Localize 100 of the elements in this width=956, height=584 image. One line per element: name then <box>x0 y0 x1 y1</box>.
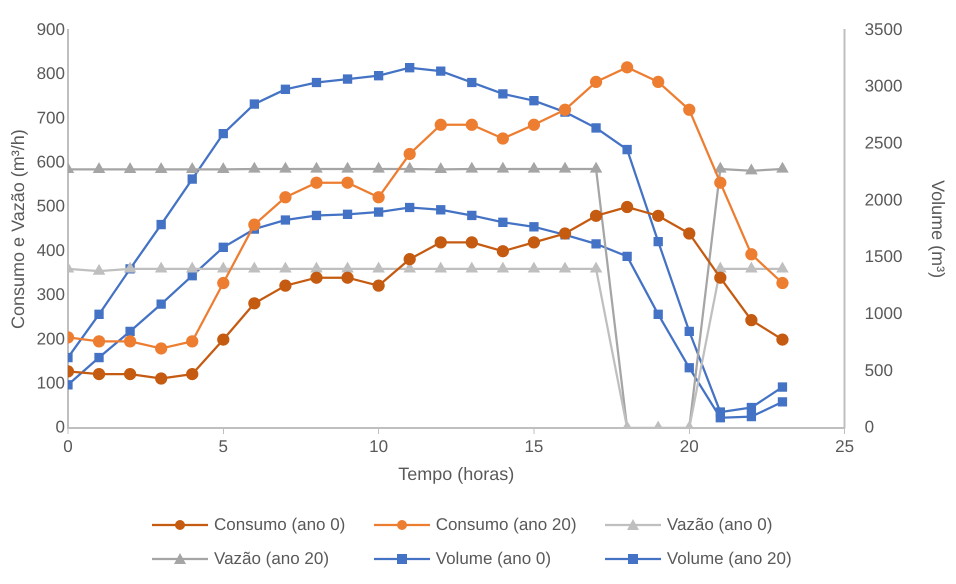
point <box>186 335 198 348</box>
point <box>467 78 476 88</box>
point <box>186 368 198 380</box>
legend-label: Consumo (ano 0) <box>214 515 346 535</box>
point <box>218 128 228 138</box>
point <box>622 252 632 262</box>
point <box>560 162 570 173</box>
point <box>435 262 446 273</box>
y2-tick-label: 3500 <box>864 20 902 39</box>
point <box>528 118 540 131</box>
point <box>218 242 228 252</box>
legend-label: Vazão (ano 0) <box>666 515 772 535</box>
point <box>466 162 478 173</box>
point <box>591 123 601 133</box>
y-tick-label: 500 <box>36 196 65 216</box>
point <box>435 163 446 174</box>
point <box>342 162 353 173</box>
point <box>776 333 789 346</box>
point <box>776 262 788 273</box>
point <box>558 227 572 240</box>
point <box>745 314 758 326</box>
point <box>92 335 106 348</box>
y2-tick-label: 1500 <box>864 247 902 266</box>
y2-tick-label: 3000 <box>864 76 902 96</box>
point <box>373 162 384 173</box>
y-tick-label: 300 <box>36 285 65 304</box>
point <box>714 162 726 173</box>
point <box>217 333 230 346</box>
y-tick-label: 900 <box>36 20 65 39</box>
point <box>776 162 788 173</box>
point <box>776 276 789 290</box>
point <box>372 191 385 204</box>
point <box>778 382 788 392</box>
y-tick-label: 700 <box>36 108 65 128</box>
point <box>279 191 292 204</box>
legend-label: Consumo (ano 20) <box>436 515 577 535</box>
point <box>372 280 385 292</box>
point <box>778 397 788 407</box>
y2-axis-title: Volume (m³) <box>928 180 948 278</box>
y2-tick-label: 1000 <box>864 304 902 324</box>
point <box>94 352 104 362</box>
point <box>374 207 384 217</box>
point <box>341 176 354 189</box>
y-axis-title: Consumo e Vazão (m³/h) <box>8 129 28 329</box>
point <box>529 96 539 106</box>
point <box>156 163 167 174</box>
point <box>124 163 136 174</box>
point <box>248 162 260 173</box>
point <box>280 84 290 94</box>
point <box>124 335 136 348</box>
point <box>218 262 229 273</box>
point <box>714 176 726 189</box>
point <box>683 227 696 240</box>
point <box>404 148 416 160</box>
point <box>155 342 168 355</box>
point <box>497 162 508 173</box>
point <box>466 118 478 131</box>
point <box>652 210 664 222</box>
point <box>621 200 634 214</box>
point <box>654 310 663 320</box>
point <box>590 210 602 222</box>
point <box>125 326 135 336</box>
point <box>279 280 292 292</box>
point <box>683 104 696 116</box>
point <box>405 202 414 212</box>
point <box>342 210 352 219</box>
point <box>310 272 323 284</box>
point <box>156 220 166 230</box>
point <box>498 218 508 227</box>
point <box>498 89 508 99</box>
point <box>405 63 414 72</box>
point <box>312 78 322 88</box>
point <box>746 164 757 174</box>
point <box>94 264 104 275</box>
point <box>466 236 478 248</box>
point <box>156 262 167 273</box>
point <box>560 262 570 273</box>
point <box>188 174 197 184</box>
point <box>248 297 260 310</box>
point <box>684 326 694 336</box>
point <box>714 262 726 273</box>
point <box>436 205 446 214</box>
x-tick-label: 5 <box>218 436 228 456</box>
point <box>746 262 757 273</box>
point <box>746 412 756 422</box>
point <box>94 310 104 320</box>
point <box>310 176 323 189</box>
point <box>342 262 353 273</box>
point <box>558 104 572 116</box>
point <box>186 262 198 273</box>
point <box>622 144 632 154</box>
y2-tick-label: 2000 <box>864 190 902 210</box>
y2-tick-label: 2500 <box>864 134 902 153</box>
point <box>714 272 726 284</box>
x-tick-label: 20 <box>680 436 699 456</box>
point <box>496 132 509 145</box>
point <box>496 245 509 258</box>
point <box>745 248 758 260</box>
point <box>528 262 540 273</box>
point <box>404 253 416 266</box>
